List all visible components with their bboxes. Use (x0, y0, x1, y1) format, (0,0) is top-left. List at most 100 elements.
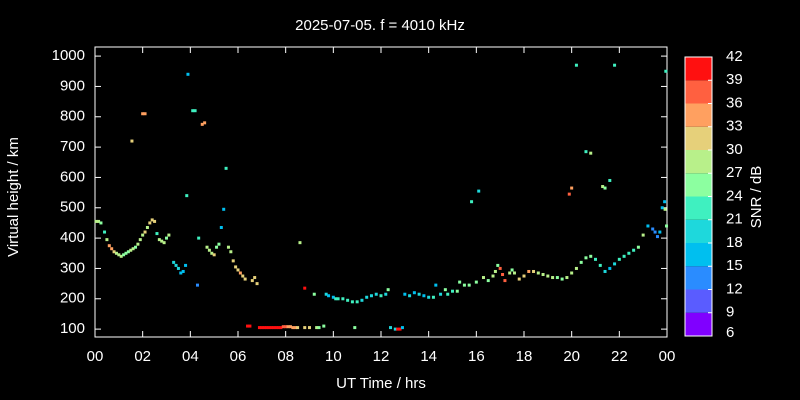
data-point (184, 263, 188, 267)
data-point (555, 276, 559, 280)
colorbar-tick-label: 12 (726, 280, 743, 297)
x-tick-label: 14 (420, 348, 437, 365)
data-point (486, 279, 490, 283)
data-point (253, 276, 257, 280)
data-point (663, 207, 667, 211)
data-point (215, 245, 219, 249)
data-point (379, 294, 383, 298)
data-point (279, 326, 283, 330)
data-point (143, 230, 147, 234)
data-point (512, 271, 516, 275)
data-point (427, 295, 431, 299)
data-point (241, 274, 245, 278)
y-tick-label: 300 (60, 259, 85, 276)
x-tick-label: 10 (325, 348, 342, 365)
data-point (398, 327, 402, 331)
data-point (627, 251, 631, 255)
data-point (658, 230, 662, 234)
data-point (570, 271, 574, 275)
data-point (608, 266, 612, 270)
y-tick-label: 200 (60, 290, 85, 307)
data-point (157, 238, 161, 242)
data-point (236, 268, 240, 272)
data-point (589, 254, 593, 258)
data-point (114, 251, 118, 255)
data-point (130, 139, 134, 143)
data-point (110, 247, 114, 251)
x-tick-label: 04 (182, 348, 199, 365)
data-point (517, 277, 521, 281)
data-point (185, 194, 189, 198)
data-point (99, 221, 103, 225)
data-point (312, 292, 316, 296)
colorbar-tick-label: 39 (726, 71, 743, 88)
x-tick-label: 00 (87, 348, 104, 365)
data-point (286, 325, 290, 329)
colorbar-band (685, 243, 712, 267)
chart-title: 2025-07-05. f = 4010 kHz (295, 17, 465, 34)
data-point (422, 294, 426, 298)
data-point (374, 292, 378, 296)
x-tick-label: 08 (277, 348, 294, 365)
data-point (150, 218, 154, 222)
data-point (613, 262, 617, 266)
data-point (651, 227, 655, 231)
colorbar-tick-label: 24 (726, 187, 743, 204)
data-point (646, 224, 650, 228)
data-point (126, 250, 130, 254)
data-point (491, 274, 495, 278)
data-point (269, 326, 273, 330)
data-point (246, 324, 250, 328)
colorbar-label: SNR / dB (748, 166, 765, 229)
data-point (527, 269, 531, 273)
data-point (546, 274, 550, 278)
data-point (131, 247, 135, 251)
colorbar-band (685, 196, 712, 220)
data-point (176, 266, 180, 270)
data-point (205, 245, 209, 249)
data-point (403, 292, 407, 296)
data-point (565, 276, 569, 280)
data-point (153, 219, 157, 223)
data-point (222, 207, 226, 211)
data-point (622, 254, 626, 258)
data-point (203, 121, 207, 125)
colorbar-band (685, 266, 712, 290)
data-point (200, 122, 204, 126)
data-point (197, 236, 201, 240)
data-point (594, 257, 597, 261)
data-point (541, 273, 545, 277)
data-point (589, 151, 593, 155)
data-point (396, 327, 400, 331)
data-point (308, 326, 311, 330)
data-point (400, 326, 404, 330)
data-point (315, 326, 319, 330)
colorbar-band (685, 289, 712, 313)
colorbar-tick-label: 21 (726, 211, 743, 228)
data-point (317, 326, 321, 330)
data-point (603, 186, 607, 190)
data-point (439, 292, 443, 296)
colorbar-band (685, 103, 712, 127)
data-point (636, 245, 640, 249)
data-point (165, 236, 168, 240)
data-point (212, 253, 216, 257)
colorbar-band (685, 219, 712, 243)
data-point (570, 186, 574, 190)
data-point (231, 259, 235, 263)
data-point (129, 248, 133, 252)
data-point (210, 251, 214, 255)
x-tick-label: 06 (230, 348, 247, 365)
data-point (431, 295, 435, 299)
data-point (331, 295, 335, 299)
x-tick-label: 12 (373, 348, 390, 365)
data-point (193, 109, 197, 113)
data-point (493, 269, 497, 273)
data-point (94, 219, 98, 223)
y-tick-label: 500 (60, 199, 85, 216)
data-point (536, 271, 540, 275)
data-point (470, 200, 474, 204)
data-point (248, 324, 252, 328)
data-point (641, 233, 645, 237)
data-point (195, 283, 199, 287)
